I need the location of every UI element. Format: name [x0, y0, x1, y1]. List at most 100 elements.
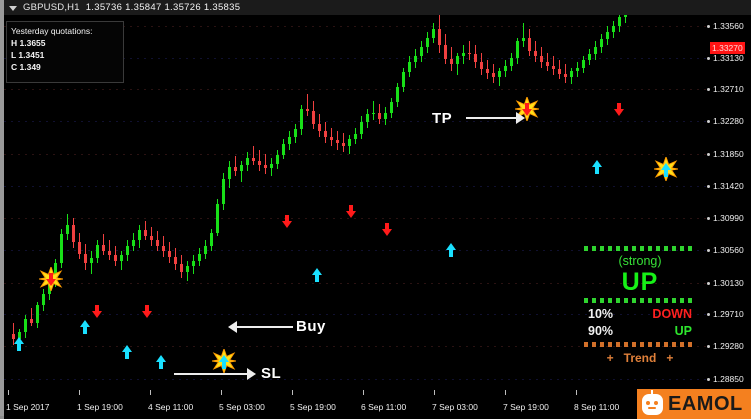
buy-arrow-icon [446, 243, 456, 257]
trend-footer-plus-left: + [606, 351, 614, 365]
gridline [4, 346, 707, 347]
time-axis-label: 4 Sep 11:00 [148, 402, 194, 412]
buy-arrow-icon [592, 160, 602, 174]
trend-down-percent: 10% [588, 307, 614, 321]
time-tick [221, 390, 222, 395]
time-tick [292, 390, 293, 395]
gridline [4, 283, 707, 284]
buy-annotation-line [237, 326, 293, 328]
time-axis-label: 7 Sep 19:00 [503, 402, 549, 412]
time-axis-label: 5 Sep 19:00 [290, 402, 336, 412]
chart-symbol-label: GBPUSD,H1 [23, 2, 80, 13]
sl-annotation-arrowhead [247, 368, 256, 380]
yesterday-quotations-box: Yesterday quotations: H 1.3655 L 1.3451 … [6, 21, 124, 83]
price-axis[interactable]: 1.33560 1.33130 1.32710 1.32280 1.31850 1.314… [707, 15, 751, 390]
trend-up-label: UP [674, 324, 692, 338]
sell-arrow-icon [522, 103, 532, 117]
price-tick [707, 217, 710, 220]
time-tick [363, 390, 364, 395]
time-tick [576, 390, 577, 395]
buy-arrow-icon [14, 337, 24, 351]
price-axis-label: 1.33560 [713, 21, 744, 31]
gridline [4, 250, 707, 251]
buy-arrow-icon [219, 355, 229, 369]
buy-arrow-icon [312, 268, 322, 282]
sell-arrow-icon [282, 215, 292, 229]
price-tick [707, 57, 710, 60]
buy-annotation-label: Buy [296, 318, 326, 335]
price-axis-label: 1.30130 [713, 278, 744, 288]
tp-annotation-line [466, 117, 518, 119]
gridline [4, 218, 707, 219]
buy-arrow-icon [122, 345, 132, 359]
price-tick [707, 345, 710, 348]
window-frame-left [0, 0, 4, 419]
sl-annotation-line [174, 373, 249, 375]
time-axis-label: 1 Sep 19:00 [77, 402, 123, 412]
quotations-high: H 1.3655 [11, 38, 46, 48]
trend-down-label: DOWN [652, 307, 692, 321]
price-tick [707, 313, 710, 316]
gridline [4, 154, 707, 155]
gridline [4, 89, 707, 90]
price-axis-label: 1.29710 [713, 309, 744, 319]
chevron-down-icon[interactable] [9, 5, 17, 11]
sell-arrow-icon [346, 205, 356, 219]
sl-annotation-label: SL [261, 365, 282, 382]
price-tick [707, 378, 710, 381]
price-tick [707, 25, 710, 28]
current-price-label: 1.33270 [710, 42, 745, 54]
quotations-close: C 1.349 [11, 62, 41, 72]
price-tick [707, 88, 710, 91]
price-tick [707, 282, 710, 285]
time-axis-label: 8 Sep 11:00 [574, 402, 620, 412]
price-tick [707, 249, 710, 252]
panel-divider-bottom [584, 342, 696, 348]
time-axis-label: 7 Sep 03:00 [432, 402, 478, 412]
eamol-watermark: EAMOL [637, 389, 751, 419]
gridline [4, 121, 707, 122]
price-tick [707, 153, 710, 156]
gridline [4, 26, 707, 27]
sell-arrow-icon [614, 103, 624, 117]
trend-strength-label: (strong) [618, 254, 662, 268]
price-axis-label: 1.29280 [713, 341, 744, 351]
trend-down-row: 10% DOWN [584, 306, 696, 323]
time-tick [79, 390, 80, 395]
time-tick [505, 390, 506, 395]
gridline [4, 186, 707, 187]
buy-annotation-arrowhead [228, 321, 237, 333]
time-axis-label: 6 Sep 11:00 [361, 402, 407, 412]
sell-arrow-icon [142, 305, 152, 319]
quotations-low: L 1.3451 [11, 50, 45, 60]
tp-annotation-label: TP [432, 110, 453, 127]
chart-canvas[interactable]: Yesterday quotations: H 1.3655 L 1.3451 … [4, 15, 707, 390]
price-axis-label: 1.30990 [713, 213, 744, 223]
time-axis[interactable]: 1 Sep 2017 1 Sep 19:00 4 Sep 11:00 5 Sep 03… [4, 390, 751, 419]
gridline [4, 58, 707, 59]
buy-arrow-icon [661, 163, 671, 177]
price-axis-label: 1.30560 [713, 245, 744, 255]
price-axis-label: 1.31420 [713, 181, 744, 191]
panel-divider-top [584, 246, 696, 252]
time-tick [150, 390, 151, 395]
price-axis-label: 1.31850 [713, 149, 744, 159]
price-axis-label: 1.28850 [713, 374, 744, 384]
sell-arrow-icon [46, 273, 56, 287]
robot-icon [642, 389, 663, 415]
time-axis-label: 5 Sep 03:00 [219, 402, 265, 412]
trend-footer: + Trend + [584, 350, 696, 366]
time-tick [434, 390, 435, 395]
price-axis-label: 1.32280 [713, 116, 744, 126]
sell-arrow-icon [92, 305, 102, 319]
quotations-header: Yesterday quotations: [11, 26, 93, 36]
trend-footer-plus-right: + [666, 351, 674, 365]
panel-divider-mid [584, 298, 696, 304]
price-axis-label: 1.33130 [713, 53, 744, 63]
price-axis-label: 1.32710 [713, 84, 744, 94]
trend-direction-label: UP [621, 268, 659, 296]
buy-arrow-icon [80, 320, 90, 334]
chart-title-bar: GBPUSD,H1 1.35736 1.35847 1.35726 1.3583… [4, 0, 751, 15]
price-tick [707, 120, 710, 123]
